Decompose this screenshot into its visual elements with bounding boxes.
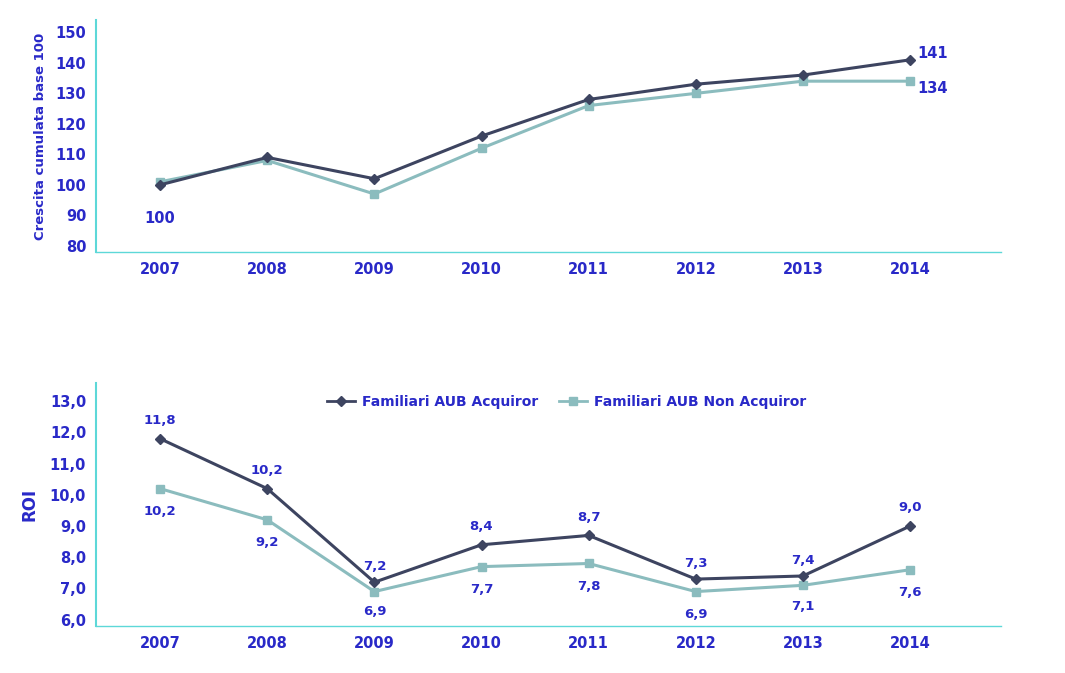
Text: 11,8: 11,8 <box>144 414 177 427</box>
Text: 10,2: 10,2 <box>144 505 177 518</box>
Text: 10,2: 10,2 <box>251 464 283 476</box>
Text: 7,2: 7,2 <box>363 560 387 573</box>
Text: 6,9: 6,9 <box>363 604 387 618</box>
Y-axis label: Crescita cumulata base 100: Crescita cumulata base 100 <box>34 32 47 240</box>
Y-axis label: ROI: ROI <box>20 488 38 521</box>
Text: 8,7: 8,7 <box>577 511 601 524</box>
Text: 7,6: 7,6 <box>898 586 922 599</box>
Text: 9,2: 9,2 <box>256 536 279 549</box>
Legend: Familiari AUB Acquiror, Familiari AUB Non Acquiror: Familiari AUB Acquiror, Familiari AUB No… <box>322 390 812 415</box>
Text: 7,3: 7,3 <box>684 557 707 570</box>
Text: 100: 100 <box>145 211 176 225</box>
Text: 7,4: 7,4 <box>791 554 815 567</box>
Text: 7,7: 7,7 <box>470 583 493 596</box>
Text: 6,9: 6,9 <box>684 608 707 621</box>
Text: 7,1: 7,1 <box>791 600 815 613</box>
Text: 141: 141 <box>918 46 948 61</box>
Text: 7,8: 7,8 <box>577 579 601 593</box>
Text: 134: 134 <box>918 81 948 96</box>
Text: 8,4: 8,4 <box>470 520 493 533</box>
Text: 9,0: 9,0 <box>898 501 922 514</box>
